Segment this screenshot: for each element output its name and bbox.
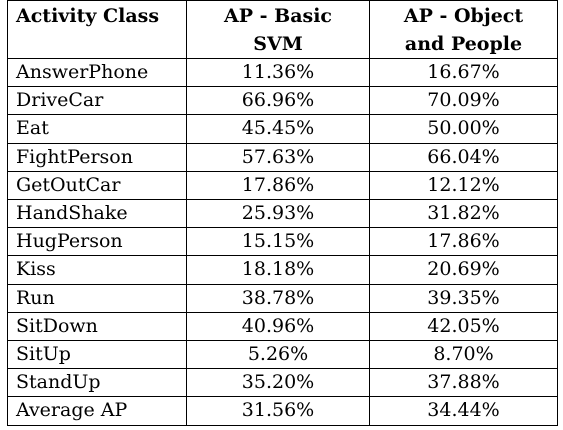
ap-basic-svm-cell: 31.56% bbox=[186, 396, 370, 426]
ap-basic-svm-cell: 40.96% bbox=[186, 311, 370, 342]
results-table: Activity Class AP - Basic SVM AP - Objec… bbox=[7, 0, 558, 426]
ap-object-people-cell: 37.88% bbox=[369, 368, 558, 398]
header-activity-class-line: Activity Class bbox=[16, 5, 160, 27]
activity-class-cell: GetOutCar bbox=[7, 170, 187, 201]
activity-class-cell: AnswerPhone bbox=[7, 57, 187, 88]
table-row: SitUp 5.26% 8.70% bbox=[7, 340, 558, 370]
table-row: FightPerson 57.63% 66.04% bbox=[7, 142, 558, 172]
ap-object-people-cell: 31.82% bbox=[369, 199, 558, 229]
ap-object-people-cell: 70.09% bbox=[369, 86, 558, 116]
activity-class-cell: FightPerson bbox=[7, 142, 187, 172]
activity-class-cell: HandShake bbox=[7, 199, 187, 229]
table-row: Run 38.78% 39.35% bbox=[7, 283, 558, 313]
ap-object-people-cell: 16.67% bbox=[369, 57, 558, 88]
table-row: AnswerPhone 11.36% 16.67% bbox=[7, 57, 558, 88]
header-ap-object-people-line-1: AP - Object bbox=[403, 5, 524, 27]
header-ap-basic-svm-line-1: AP - Basic bbox=[224, 5, 332, 27]
ap-basic-svm-cell: 15.15% bbox=[186, 227, 370, 257]
ap-object-people-cell: 39.35% bbox=[369, 283, 558, 313]
ap-basic-svm-cell: 35.20% bbox=[186, 368, 370, 398]
ap-basic-svm-cell: 17.86% bbox=[186, 170, 370, 201]
table-row: DriveCar 66.96% 70.09% bbox=[7, 86, 558, 116]
table-row: Kiss 18.18% 20.69% bbox=[7, 255, 558, 285]
ap-basic-svm-cell: 11.36% bbox=[186, 57, 370, 88]
ap-object-people-cell: 66.04% bbox=[369, 142, 558, 172]
ap-basic-svm-cell: 5.26% bbox=[186, 340, 370, 370]
ap-object-people-cell: 12.12% bbox=[369, 170, 558, 201]
header-ap-basic-svm: AP - Basic SVM bbox=[186, 0, 370, 59]
ap-basic-svm-cell: 38.78% bbox=[186, 283, 370, 313]
activity-class-cell: DriveCar bbox=[7, 86, 187, 116]
ap-object-people-cell: 34.44% bbox=[369, 396, 558, 426]
table-row: Average AP 31.56% 34.44% bbox=[7, 396, 558, 426]
table-row: Eat 45.45% 50.00% bbox=[7, 114, 558, 144]
header-activity-class: Activity Class bbox=[7, 0, 187, 59]
header-ap-basic-svm-line-2: SVM bbox=[253, 33, 303, 55]
ap-object-people-cell: 17.86% bbox=[369, 227, 558, 257]
activity-class-cell: Eat bbox=[7, 114, 187, 144]
ap-object-people-cell: 50.00% bbox=[369, 114, 558, 144]
table-row: HugPerson 15.15% 17.86% bbox=[7, 227, 558, 257]
table-row: SitDown 40.96% 42.05% bbox=[7, 311, 558, 342]
ap-basic-svm-cell: 45.45% bbox=[186, 114, 370, 144]
activity-class-cell: SitUp bbox=[7, 340, 187, 370]
ap-object-people-cell: 20.69% bbox=[369, 255, 558, 285]
ap-object-people-cell: 8.70% bbox=[369, 340, 558, 370]
ap-basic-svm-cell: 66.96% bbox=[186, 86, 370, 116]
table-row: GetOutCar 17.86% 12.12% bbox=[7, 170, 558, 201]
activity-class-cell: Average AP bbox=[7, 396, 187, 426]
activity-class-cell: Run bbox=[7, 283, 187, 313]
activity-class-cell: HugPerson bbox=[7, 227, 187, 257]
ap-basic-svm-cell: 25.93% bbox=[186, 199, 370, 229]
ap-basic-svm-cell: 18.18% bbox=[186, 255, 370, 285]
table-header: Activity Class AP - Basic SVM AP - Objec… bbox=[7, 0, 558, 59]
activity-class-cell: Kiss bbox=[7, 255, 187, 285]
ap-basic-svm-cell: 57.63% bbox=[186, 142, 370, 172]
activity-class-cell: StandUp bbox=[7, 368, 187, 398]
table-body: AnswerPhone 11.36% 16.67% DriveCar 66.96% 70.… bbox=[7, 57, 558, 426]
table-row: HandShake 25.93% 31.82% bbox=[7, 199, 558, 229]
activity-class-cell: SitDown bbox=[7, 311, 187, 342]
table-row: StandUp 35.20% 37.88% bbox=[7, 368, 558, 398]
header-ap-object-people: AP - Object and People bbox=[369, 0, 558, 59]
ap-object-people-cell: 42.05% bbox=[369, 311, 558, 342]
header-row: Activity Class AP - Basic SVM AP - Objec… bbox=[7, 0, 558, 59]
header-ap-object-people-line-2: and People bbox=[404, 33, 523, 55]
